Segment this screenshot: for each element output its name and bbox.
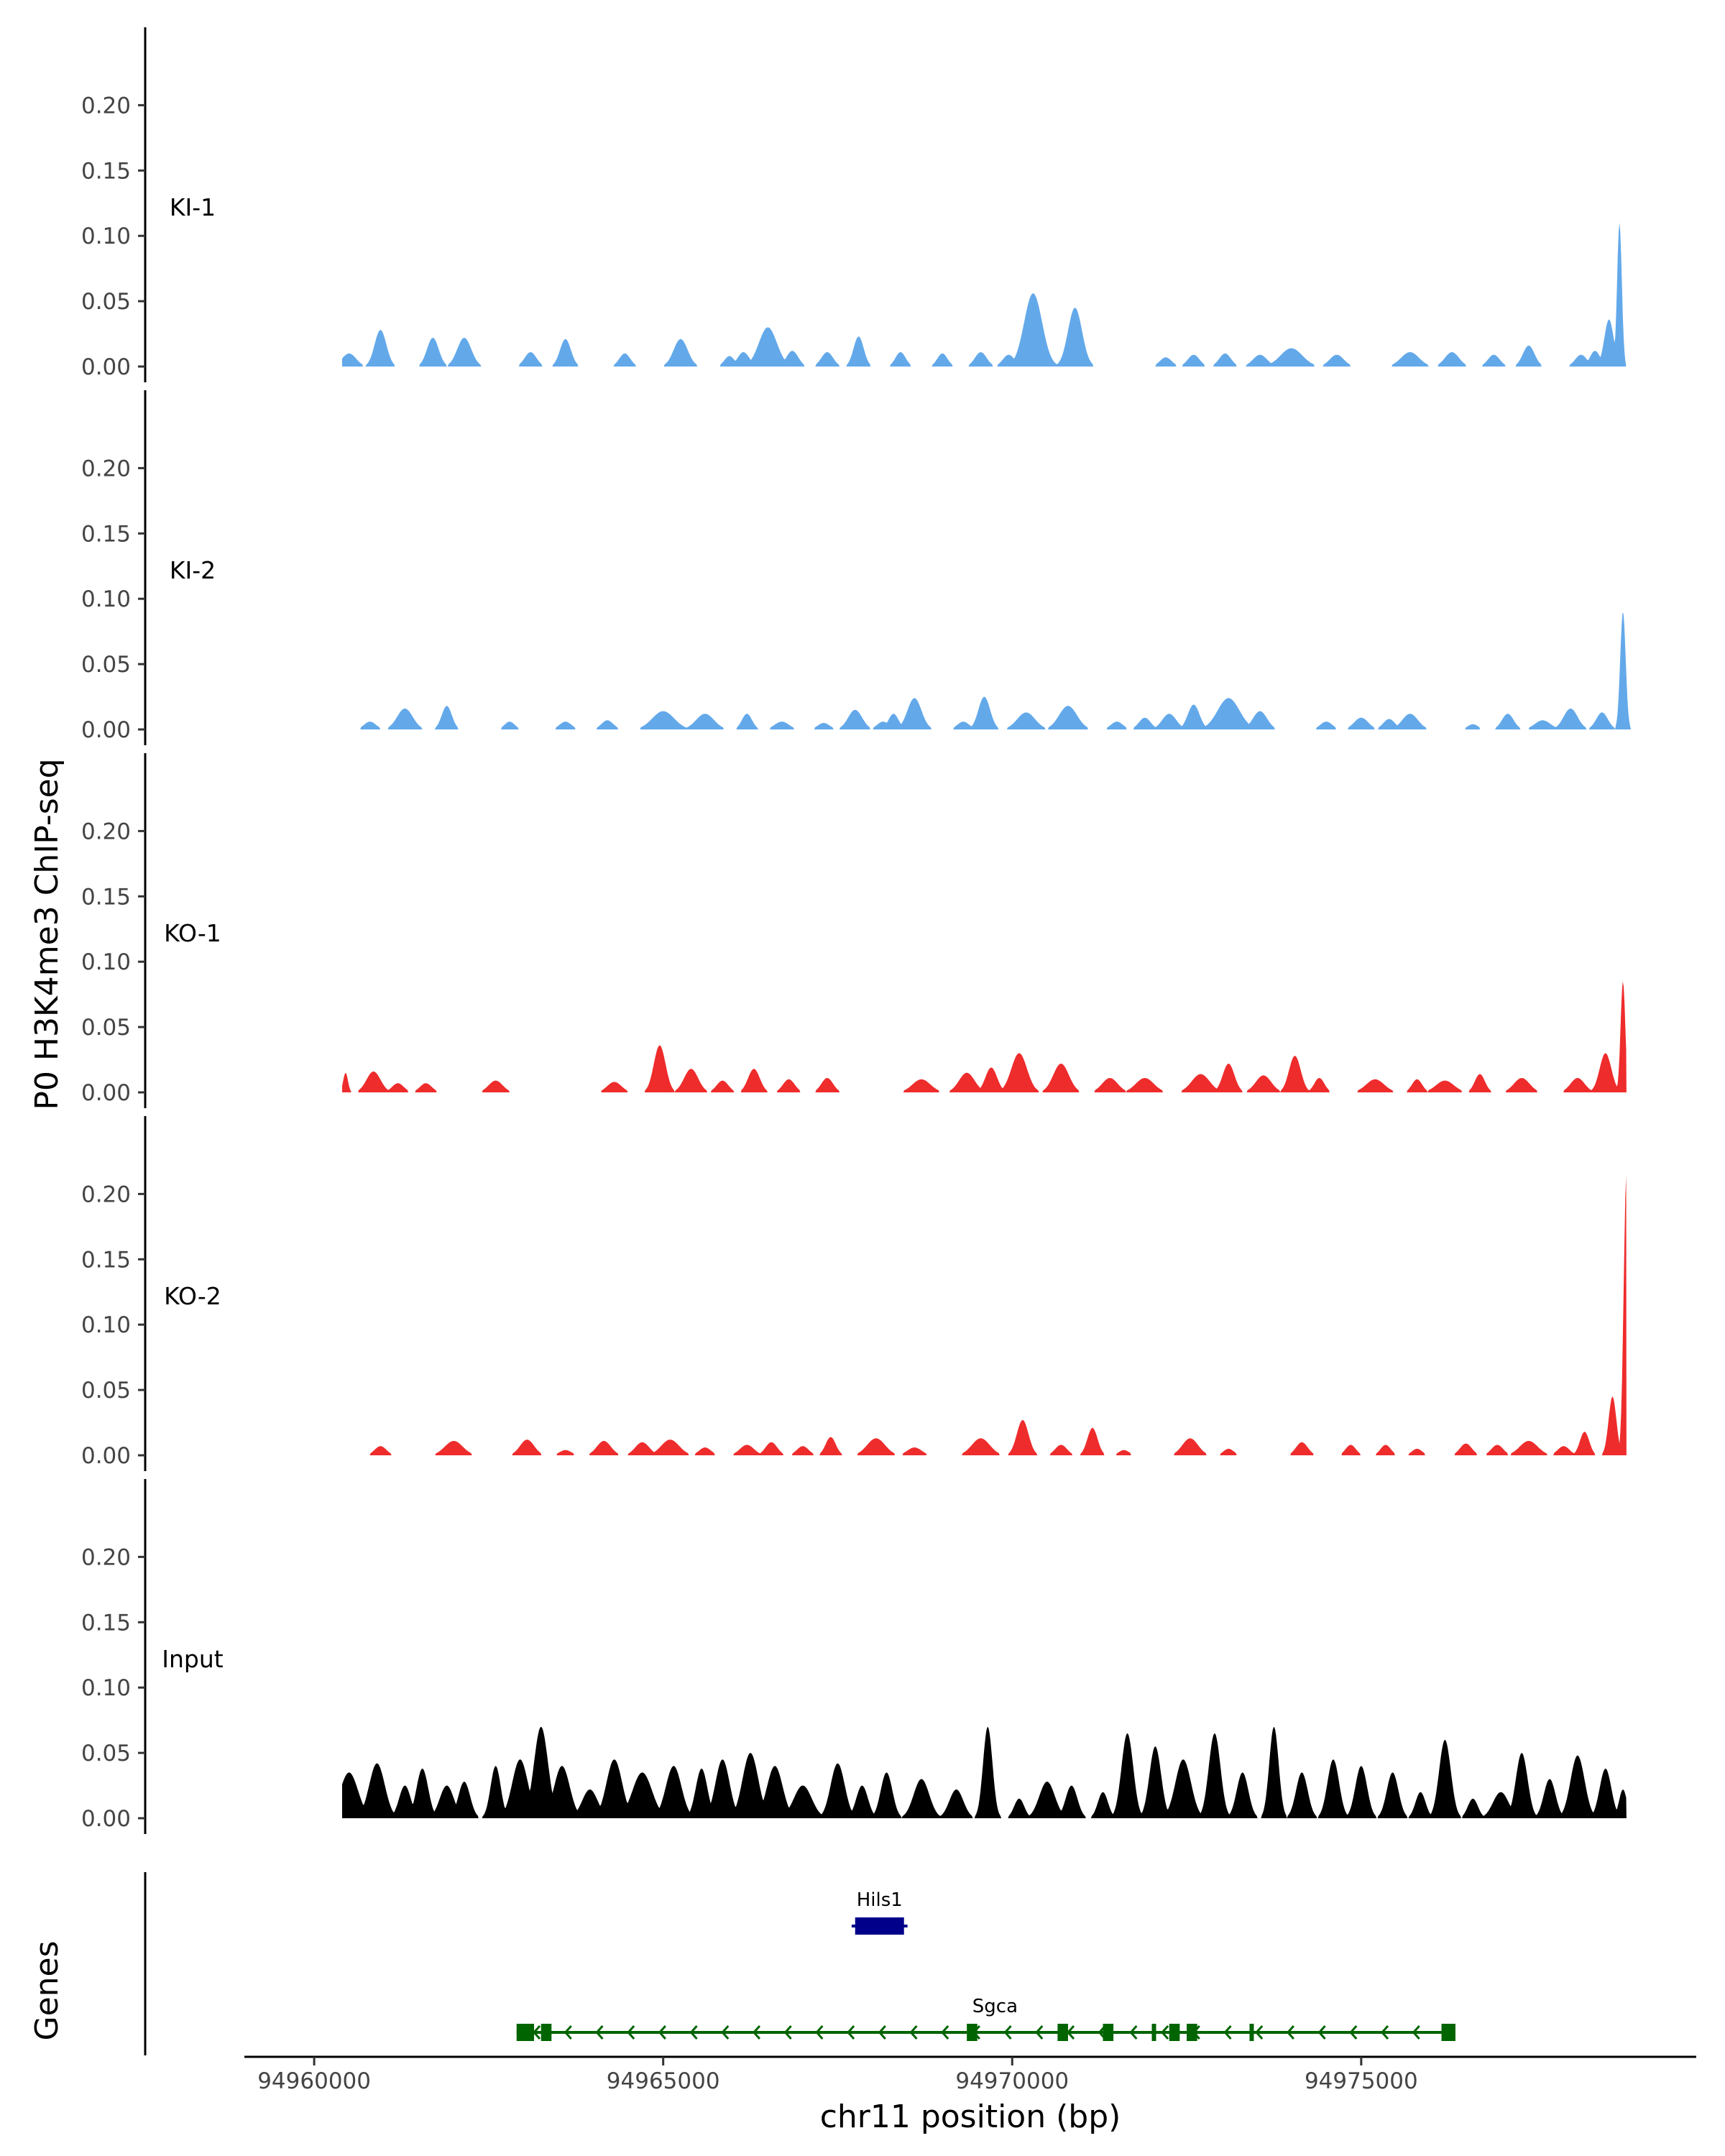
track-label: KO-2 (164, 1282, 221, 1310)
exon-block (1169, 2024, 1180, 2041)
strand-arrow (815, 2025, 824, 2040)
track-input: 0.00 0.05 0.10 0.15 0.20 Input (81, 1479, 1627, 1834)
strand-arrow (1349, 2025, 1358, 2040)
track-label: KI-2 (170, 556, 216, 584)
strand-arrow (564, 2025, 572, 2040)
x-tick-label: 94975000 (1305, 2068, 1418, 2094)
exon-block (1187, 2024, 1197, 2041)
strand-arrow (1035, 2025, 1044, 2040)
strand-arrow (1317, 2025, 1326, 2040)
exon-block (516, 2024, 535, 2041)
track-label: KO-1 (164, 919, 221, 947)
y-tick-label: 0.15 (81, 884, 131, 910)
strand-arrow (1223, 2025, 1232, 2040)
y-tick-label: 0.05 (81, 1378, 131, 1404)
exon-block (1441, 2024, 1455, 2041)
y-tick-label: 0.20 (81, 456, 131, 482)
x-tick-label: 94965000 (607, 2068, 720, 2094)
y-tick-label: 0.00 (81, 354, 131, 380)
y-tick-label: 0.20 (81, 1544, 131, 1570)
y-tick-label: 0.15 (81, 1610, 131, 1636)
strand-arrow (1380, 2025, 1389, 2040)
y-tick-label: 0.00 (81, 1080, 131, 1106)
strand-arrow (1129, 2025, 1138, 2040)
y-tick-label: 0.10 (81, 949, 131, 975)
strand-arrow (878, 2025, 886, 2040)
exon-block (1103, 2024, 1114, 2041)
y-tick-label: 0.00 (81, 1806, 131, 1832)
strand-arrow (595, 2025, 604, 2040)
signal-area-ko-1 (342, 981, 1627, 1092)
signal-area-ki-1 (342, 223, 1627, 367)
y-tick-label: 0.05 (81, 1741, 131, 1766)
strand-arrow (909, 2025, 918, 2040)
exon-block (1057, 2024, 1068, 2041)
strand-arrow (783, 2025, 792, 2040)
strand-arrow (1003, 2025, 1012, 2040)
y-tick-label: 0.10 (81, 1675, 131, 1701)
gene-hils1: Hils1 (851, 1889, 908, 1935)
signal-area-ki-2 (356, 613, 1634, 729)
y-tick-label: 0.20 (81, 819, 131, 844)
y-tick-label: 0.10 (81, 224, 131, 249)
track-label: KI-1 (170, 193, 216, 221)
y-tick-label: 0.00 (81, 717, 131, 743)
track-ki-2: 0.00 0.05 0.10 0.15 0.20 KI-2 (81, 390, 1634, 745)
exon-block (967, 2024, 978, 2041)
y-axis-title: P0 H3K4me3 ChIP-seq (29, 758, 65, 1110)
strand-arrow (752, 2025, 761, 2040)
strand-arrow (847, 2025, 855, 2040)
track-ko-1: 0.00 0.05 0.10 0.15 0.20 KO-1 (81, 753, 1627, 1108)
y-tick-label: 0.00 (81, 1443, 131, 1469)
strand-arrow (658, 2025, 666, 2040)
y-tick-label: 0.15 (81, 1247, 131, 1273)
strand-arrow (1255, 2025, 1264, 2040)
strand-arrow (941, 2025, 949, 2040)
strand-arrow (627, 2025, 635, 2040)
strand-arrow (1161, 2025, 1169, 2040)
x-axis: 94960000 94965000 94970000 94975000 (244, 2055, 1696, 2094)
x-axis-title: chr11 position (bp) (820, 2099, 1121, 2135)
strand-arrow (721, 2025, 730, 2040)
strand-arrow (1412, 2025, 1420, 2040)
y-tick-label: 0.20 (81, 1181, 131, 1207)
y-tick-label: 0.10 (81, 1312, 131, 1338)
genes-axis-title: Genes (29, 1940, 65, 2040)
exon-block (1151, 2024, 1156, 2041)
y-tick-label: 0.15 (81, 158, 131, 184)
signal-area-input (342, 1726, 1627, 1818)
track-ki-1: 0.00 0.05 0.10 0.15 0.20 KI-1 (81, 27, 1627, 382)
y-tick-label: 0.05 (81, 652, 131, 678)
x-tick-label: 94970000 (955, 2068, 1069, 2094)
strand-arrow (533, 2025, 541, 2040)
exon-block (1249, 2024, 1254, 2041)
y-tick-label: 0.05 (81, 289, 131, 315)
gene-track: Hils1 Sgca (144, 1872, 1455, 2055)
track-label: Input (162, 1645, 224, 1673)
track-ko-2: 0.00 0.05 0.10 0.15 0.20 KO-2 (81, 1116, 1627, 1471)
signal-area-ko-2 (363, 1176, 1627, 1455)
y-tick-label: 0.20 (81, 93, 131, 119)
y-tick-label: 0.15 (81, 521, 131, 547)
exon-block (855, 1917, 904, 1935)
y-tick-label: 0.10 (81, 586, 131, 612)
strand-arrow (689, 2025, 698, 2040)
gene-sgca: Sgca (516, 1996, 1455, 2041)
strand-arrow (1286, 2025, 1295, 2040)
gene-label: Hils1 (857, 1889, 903, 1911)
y-tick-label: 0.05 (81, 1015, 131, 1041)
x-tick-label: 94960000 (257, 2068, 371, 2094)
track-panels: 0.00 0.05 0.10 0.15 0.20 KI-1 0.00 0.05 0.10 0.15… (81, 27, 1634, 1834)
gene-label: Sgca (972, 1996, 1018, 2017)
exon-block (540, 2024, 552, 2041)
